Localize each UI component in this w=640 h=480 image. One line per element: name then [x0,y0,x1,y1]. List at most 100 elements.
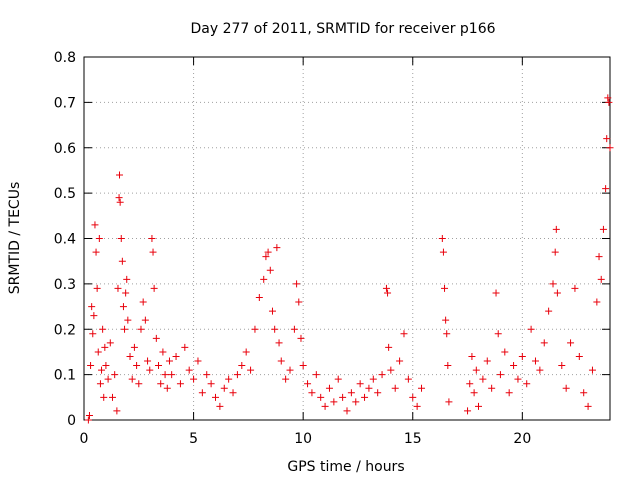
data-point [266,266,274,274]
data-point [466,380,474,388]
data-point [464,407,472,415]
data-point [442,316,450,324]
data-point [212,393,219,401]
data-point [165,357,173,365]
data-point [172,352,180,360]
data-point [514,375,522,383]
data-point [492,289,500,297]
data-point [203,371,211,379]
data-point [443,330,451,338]
data-point [87,362,95,370]
data-point [194,357,202,365]
data-point [114,284,122,292]
data-point [293,280,301,288]
data-point [558,362,566,370]
data-point [133,362,141,370]
data-point [99,325,107,333]
data-point [152,334,160,342]
data-point [549,280,557,288]
data-point [536,366,544,374]
data-point [330,398,338,406]
x-tick-label: 10 [294,431,312,447]
data-point [121,325,129,333]
data-point [100,393,108,401]
data-point [117,235,125,242]
y-tick-label: 0.8 [54,50,76,66]
data-point [115,194,123,202]
data-point [444,362,452,370]
y-tick-label: 0 [67,413,76,429]
data-point [347,389,355,397]
data-point [571,284,579,292]
data-point [98,366,106,374]
data-point [505,389,513,397]
data-point [468,352,476,360]
data-point [91,221,99,229]
data-point [439,248,447,256]
data-point [356,380,364,388]
data-point [92,248,100,256]
data-point [113,407,121,415]
data-point [247,366,255,374]
data-point [149,248,157,256]
y-tick-label: 0.6 [54,141,76,157]
y-tick-label: 0.3 [54,277,76,293]
data-point [88,303,96,311]
data-point [479,375,487,383]
data-point [527,325,535,333]
data-point [176,380,184,388]
data-point [130,343,138,351]
data-point [378,371,386,379]
data-point [220,384,228,392]
y-tick-label: 0.2 [54,322,76,338]
data-point [290,325,298,333]
y-tick-label: 0.7 [54,95,76,111]
data-point [523,380,531,388]
data-point [551,248,559,256]
data-point [575,352,583,360]
data-point [599,225,607,233]
data-point [518,352,526,360]
data-point [123,275,131,283]
data-point [510,362,518,370]
data-point [602,185,610,193]
data-point [387,366,395,374]
data-point [391,384,399,392]
data-point [369,375,377,383]
data-point [545,307,553,315]
data-point [104,375,112,383]
x-tick-label: 5 [189,431,198,447]
data-point [312,371,320,379]
data-point [352,398,360,406]
data-point [361,393,369,401]
data-point [93,284,101,292]
data-point [605,98,613,106]
data-point [94,348,102,356]
x-tick-labels: 0 5 10 15 20 [80,431,532,447]
data-point [108,393,116,401]
data-point [264,248,272,256]
x-tick-label: 0 [80,431,89,447]
data-point [198,389,206,397]
data-point [540,339,548,347]
data-point [190,375,198,383]
data-point [185,366,193,374]
axis-ticks [83,56,610,421]
data-point [413,402,421,410]
y-tick-labels: 0 0.1 0.2 0.3 0.4 0.5 0.6 0.7 0.8 [54,50,76,429]
data-point [438,235,446,242]
data-point [418,384,426,392]
data-point [225,375,233,383]
data-point [562,384,570,392]
data-point [229,389,237,397]
data-point [604,94,612,102]
data-point [159,348,167,356]
data-point [144,357,152,365]
data-point [137,325,145,333]
data-point [584,402,592,410]
data-point [277,357,285,365]
data-point [595,253,603,261]
data-point [400,330,408,338]
data-point [101,343,109,351]
